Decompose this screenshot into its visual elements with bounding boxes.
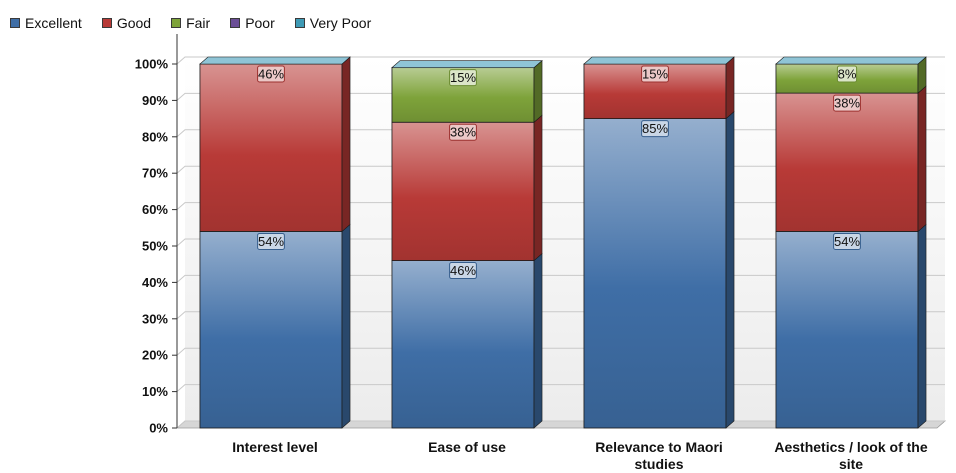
x-tick-label: studies [634, 456, 683, 472]
legend-item-excellent[interactable]: Excellent [10, 15, 82, 31]
data-label-box [257, 232, 285, 250]
y-tick-label: 0% [149, 421, 168, 436]
data-label-box [257, 65, 285, 83]
bar-side-excellent-interest-level [341, 223, 351, 429]
bar-segment-good-aesthetics-look-of-the-site[interactable] [775, 92, 919, 232]
legend-swatch-excellent [10, 18, 20, 28]
x-tick-label: Aesthetics / look of the [774, 439, 927, 455]
y-tick-label: 10% [142, 384, 168, 399]
legend-label-very-poor: Very Poor [309, 15, 372, 31]
legend-item-fair[interactable]: Fair [171, 15, 210, 31]
x-tick-label: site [839, 456, 863, 472]
bar-top-ease-of-use [391, 60, 543, 68]
data-label: 38% [450, 125, 476, 140]
data-label: 15% [450, 70, 476, 85]
y-tick-label: 20% [142, 348, 168, 363]
bar-segment-excellent-interest-level[interactable] [199, 231, 343, 429]
legend-swatch-poor [230, 18, 241, 28]
legend-label-fair: Fair [186, 15, 211, 31]
legend-label-poor: Poor [245, 15, 275, 31]
bar-side-excellent-aesthetics-look-of-the-site [917, 223, 927, 429]
bar-segment-excellent-relevance-to-maori-studies[interactable] [583, 118, 727, 429]
legend-swatch-fair [171, 18, 182, 28]
data-label: 38% [834, 96, 860, 111]
y-tick-label: 40% [142, 275, 168, 290]
bar-side-good-relevance-to-maori-studies [725, 56, 735, 120]
bar-top-relevance-to-maori-studies [583, 56, 735, 65]
data-label: 8% [838, 67, 857, 82]
data-label-box [836, 65, 858, 83]
data-label-box [449, 69, 477, 87]
bar-side-good-aesthetics-look-of-the-site [917, 85, 927, 233]
bar-side-fair-ease-of-use [533, 59, 543, 123]
y-tick-label: 70% [142, 166, 168, 181]
data-label: 54% [834, 234, 860, 249]
legend-item-very-poor[interactable]: Very Poor [294, 15, 372, 31]
x-tick-label: Interest level [232, 439, 318, 455]
legend-label-good: Good [116, 15, 152, 31]
y-tick-label: 30% [142, 311, 168, 326]
legend-label-excellent: Excellent [25, 15, 82, 31]
data-label-box [833, 94, 861, 112]
data-label: 85% [642, 121, 668, 136]
bar-side-excellent-relevance-to-maori-studies [725, 110, 735, 429]
bar-side-excellent-ease-of-use [533, 252, 543, 429]
bar-segment-good-interest-level[interactable] [199, 63, 343, 232]
x-tick-label: Ease of use [428, 439, 506, 455]
y-tick-label: 100% [135, 57, 169, 72]
bar-segment-excellent-ease-of-use[interactable] [391, 260, 535, 429]
data-label: 54% [258, 234, 284, 249]
bar-side-good-ease-of-use [533, 114, 543, 262]
bar-segment-good-ease-of-use[interactable] [391, 121, 535, 261]
legend-swatch-good [101, 18, 112, 28]
y-tick-label: 60% [142, 202, 168, 217]
bar-side-good-interest-level [341, 56, 351, 233]
chart-legend: Excellent Good Fair Poor Very Poor [10, 14, 391, 32]
y-tick-label: 50% [142, 239, 168, 254]
legend-item-poor[interactable]: Poor [230, 15, 275, 31]
data-label-box [449, 262, 477, 280]
y-tick-label: 80% [142, 129, 168, 144]
data-label-box [641, 65, 669, 83]
x-tick-label: Relevance to Maori [595, 439, 723, 455]
y-tick-label: 90% [142, 93, 168, 108]
bar-segment-excellent-aesthetics-look-of-the-site[interactable] [775, 231, 919, 429]
data-label: 15% [642, 67, 668, 82]
bar-top-interest-level [199, 56, 351, 65]
data-label-box [641, 120, 669, 138]
legend-item-good[interactable]: Good [101, 15, 152, 31]
data-label: 46% [450, 263, 476, 278]
legend-swatch-very-poor [294, 18, 305, 28]
data-label-box [833, 232, 861, 250]
data-label: 46% [258, 67, 284, 82]
data-label-box [449, 123, 477, 141]
bar-top-aesthetics-look-of-the-site [775, 56, 927, 65]
